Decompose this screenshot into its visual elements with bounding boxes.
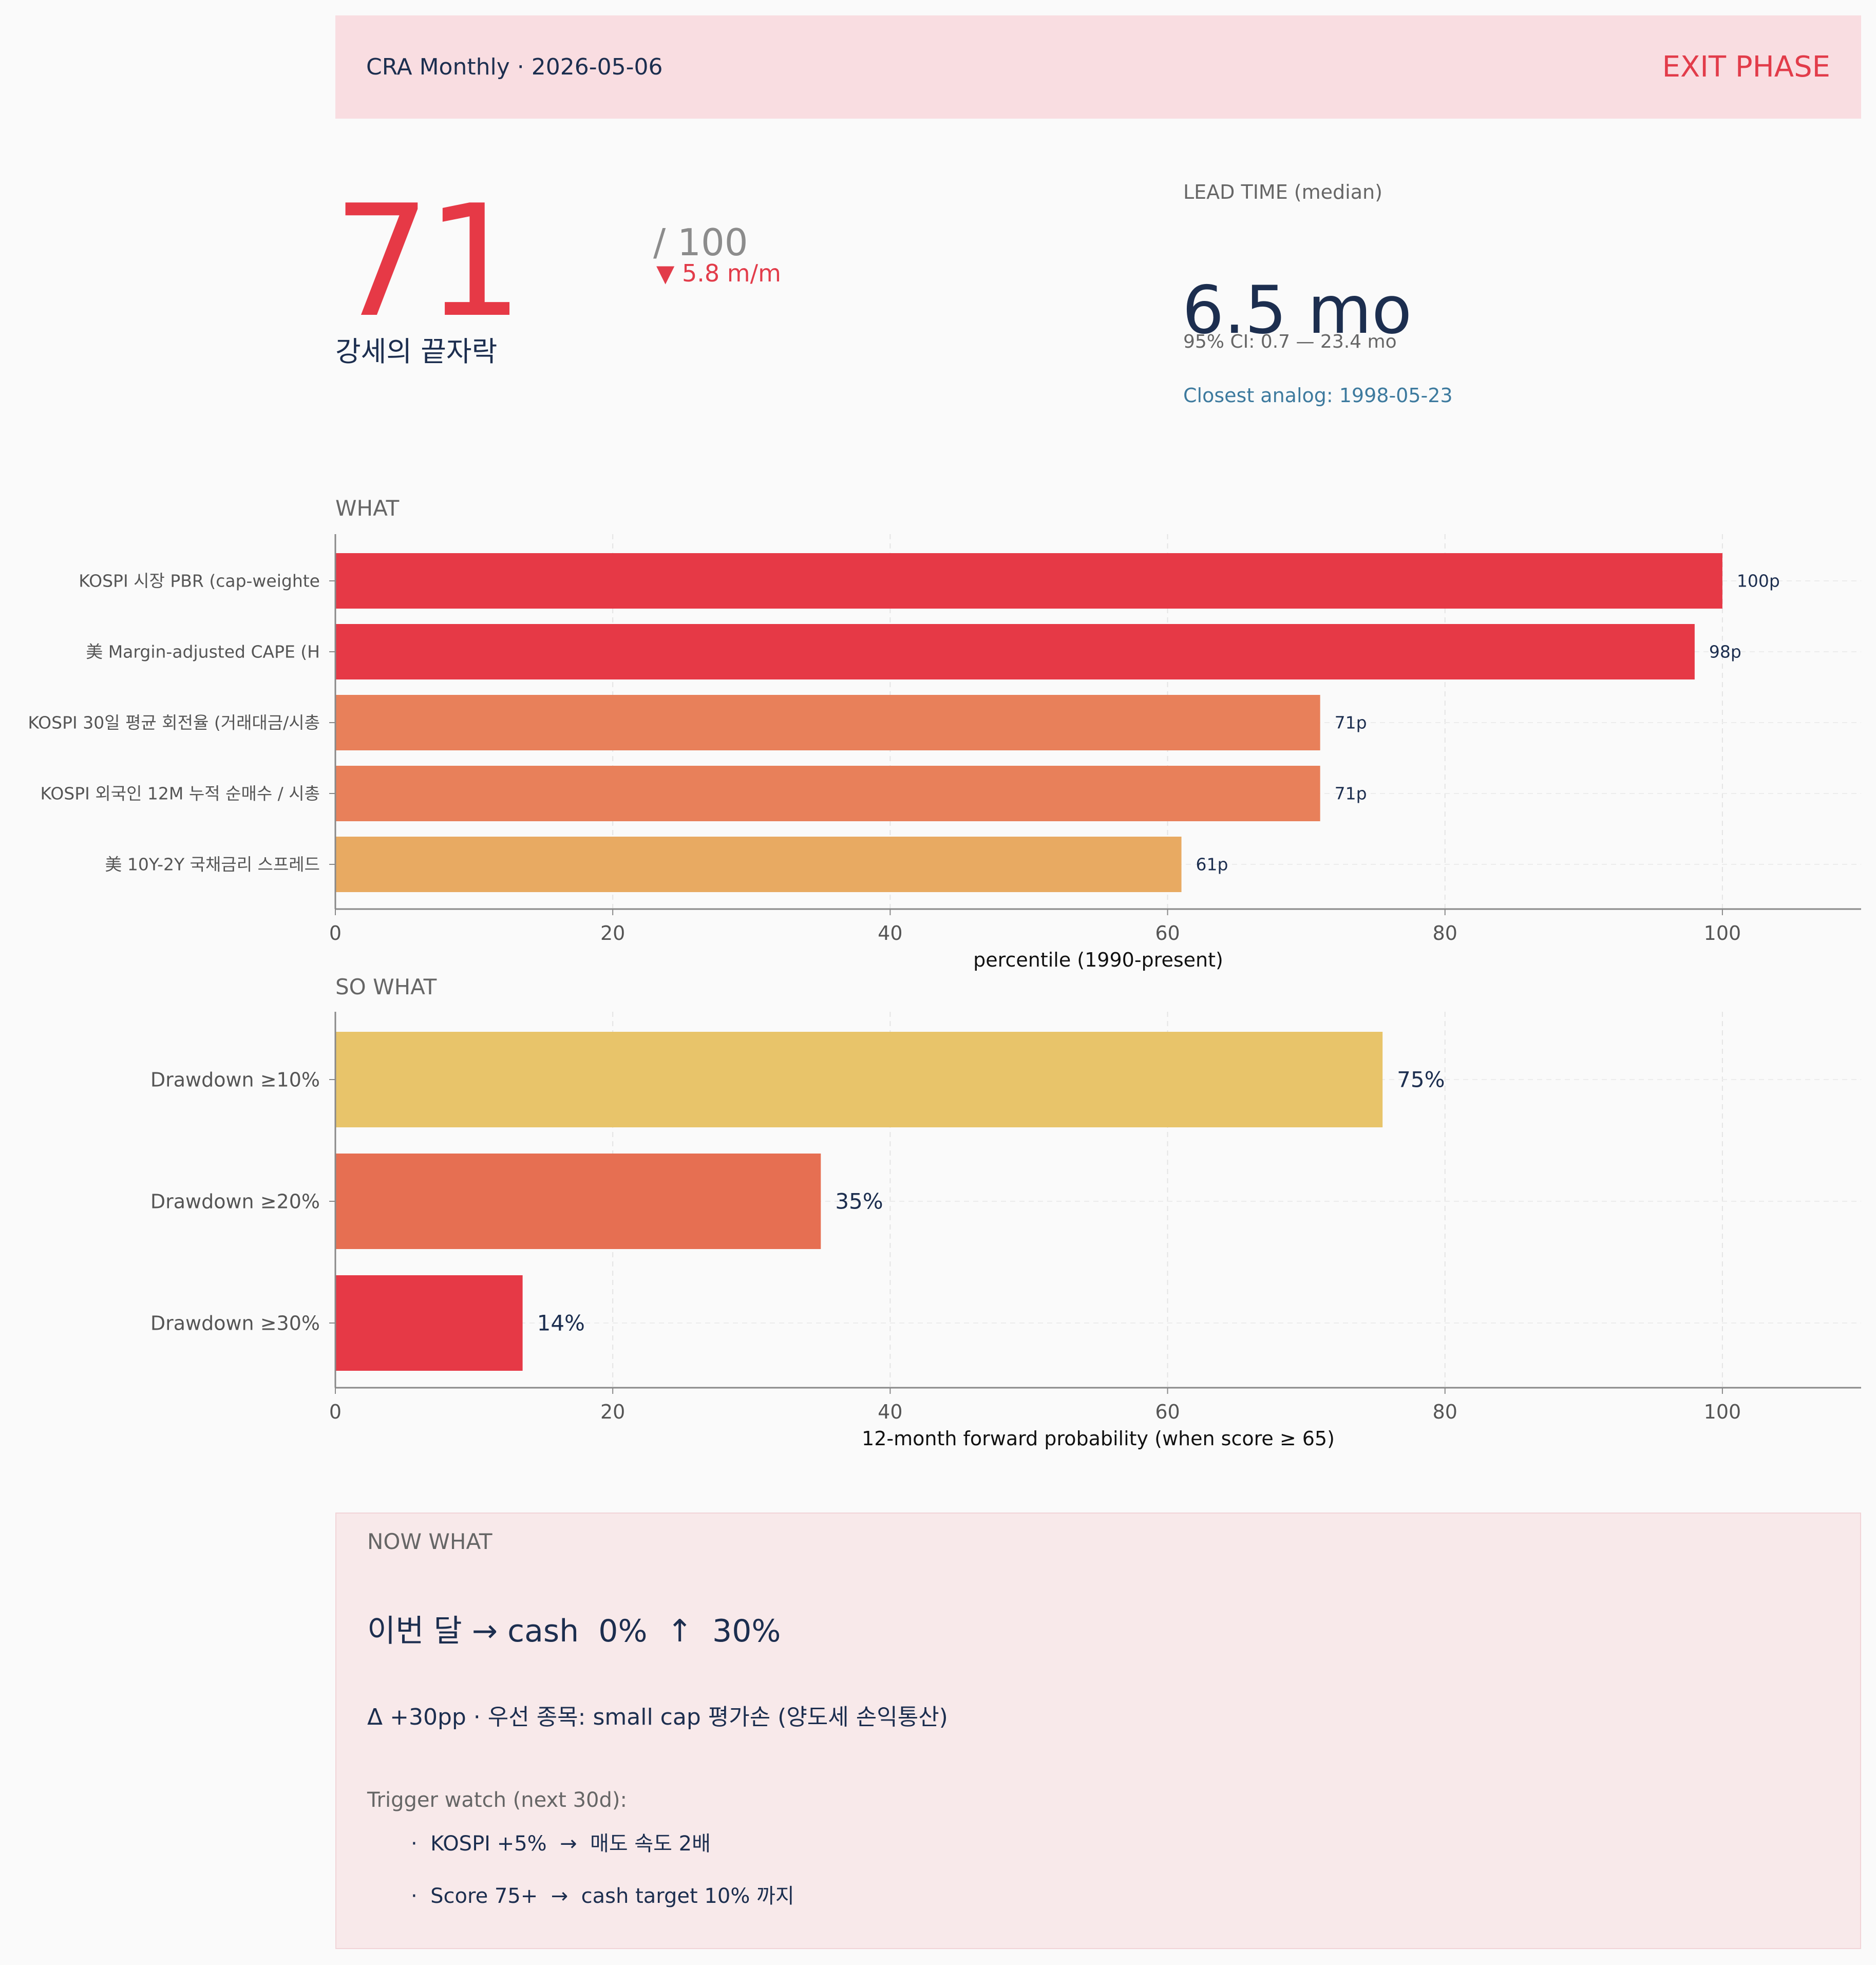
lead-time-title: LEAD TIME (median) (1183, 181, 1382, 203)
x-tick-label: 40 (878, 922, 902, 944)
data-label: 35% (835, 1189, 883, 1214)
now-what-delta: Δ +30pp · 우선 종목: small cap 평가손 (양도세 손익통산… (367, 1704, 948, 1730)
lead-time-ci: 95% CI: 0.7 — 23.4 mo (1183, 331, 1397, 352)
x-tick-label: 0 (329, 922, 342, 944)
bar (335, 1154, 821, 1249)
bar (335, 1275, 523, 1371)
category-label: Drawdown ≥30% (150, 1312, 320, 1334)
x-tick-label: 60 (1155, 1401, 1180, 1423)
header-banner: CRA Monthly · 2026-05-06 EXIT PHASE (335, 15, 1861, 119)
x-tick-label: 100 (1704, 922, 1741, 944)
trigger-item: · Score 75+ → cash target 10% 까지 (411, 1884, 794, 1908)
score-max: / 100 (653, 221, 748, 264)
report-title: CRA Monthly · 2026-05-06 (366, 54, 663, 80)
x-tick-label: 20 (600, 922, 625, 944)
data-label: 100p (1737, 571, 1780, 591)
score-label: 강세의 끝자락 (335, 335, 498, 368)
x-tick-label: 60 (1155, 922, 1180, 944)
data-label: 71p (1335, 713, 1367, 733)
data-label: 98p (1709, 642, 1741, 662)
now-what-title: NOW WHAT (367, 1529, 492, 1554)
score-value: 71 (333, 172, 524, 351)
trigger-watch-title: Trigger watch (next 30d): (367, 1788, 627, 1812)
bar (335, 766, 1320, 821)
bar (335, 624, 1695, 679)
data-label: 71p (1335, 784, 1367, 804)
bar (335, 837, 1182, 892)
trigger-item: · KOSPI +5% → 매도 속도 2배 (411, 1832, 711, 1856)
x-tick-label: 80 (1433, 922, 1457, 944)
x-tick-label: 100 (1704, 1401, 1741, 1423)
bar (335, 553, 1722, 609)
score-delta: ▼ 5.8 m/m (656, 259, 781, 287)
category-label: KOSPI 시장 PBR (cap-weighte (79, 571, 320, 591)
x-tick-label: 20 (600, 1401, 625, 1423)
category-label: Drawdown ≥20% (150, 1190, 320, 1213)
x-axis-label: 12-month forward probability (when score… (862, 1427, 1335, 1450)
bar (335, 695, 1320, 750)
category-label: KOSPI 30일 평균 회전율 (거래대금/시총 (28, 713, 320, 733)
so-what-probability-chart: 75% Drawdown ≥10% 35% Drawdown ≥20% 14% Drawd… (150, 1012, 1861, 1450)
x-tick-label: 80 (1433, 1401, 1457, 1423)
bar (335, 1032, 1383, 1127)
data-label: 61p (1196, 855, 1228, 875)
phase-badge: EXIT PHASE (1662, 50, 1830, 84)
x-tick-label: 40 (878, 1401, 902, 1423)
category-label: 美 10Y-2Y 국채금리 스프레드 (105, 855, 320, 875)
data-label: 14% (537, 1311, 585, 1336)
what-percentile-chart: 100p KOSPI 시장 PBR (cap-weighte 98p 美 Margin… (28, 534, 1861, 971)
now-what-panel: NOW WHAT 이번 달 → cash 0% ↑ 30% Δ +30pp · … (335, 1513, 1861, 1949)
x-tick-label: 0 (329, 1401, 342, 1423)
x-axis-label: percentile (1990-present) (973, 949, 1223, 971)
now-what-headline: 이번 달 → cash 0% ↑ 30% (367, 1613, 781, 1649)
data-label: 75% (1397, 1067, 1445, 1092)
closest-analog: Closest analog: 1998-05-23 (1183, 384, 1453, 407)
lead-time-value: 6.5 mo (1182, 272, 1412, 349)
so-what-section-label: SO WHAT (335, 974, 437, 999)
category-label: Drawdown ≥10% (150, 1068, 320, 1091)
category-label: 美 Margin-adjusted CAPE (H (86, 642, 320, 662)
category-label: KOSPI 외국인 12M 누적 순매수 / 시총 (40, 784, 320, 804)
what-section-label: WHAT (335, 496, 400, 521)
